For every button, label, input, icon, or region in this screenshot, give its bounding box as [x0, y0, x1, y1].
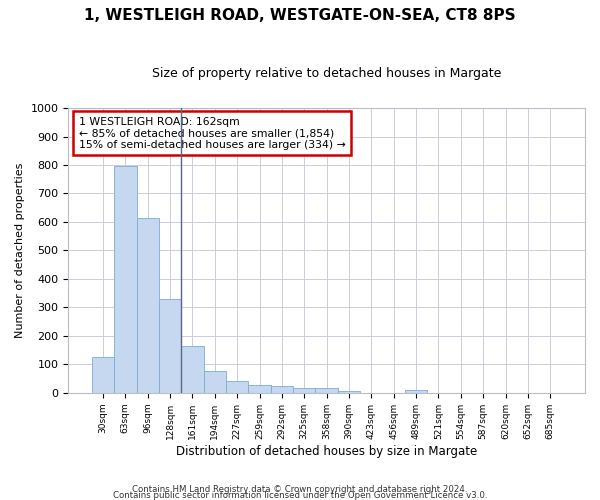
Title: Size of property relative to detached houses in Margate: Size of property relative to detached ho…: [152, 68, 502, 80]
Bar: [159, 299, 181, 393]
Bar: [248, 385, 271, 393]
Bar: [316, 388, 338, 393]
Bar: [181, 346, 203, 393]
Bar: [203, 370, 226, 393]
Bar: [137, 218, 159, 393]
Text: Contains public sector information licensed under the Open Government Licence v3: Contains public sector information licen…: [113, 490, 487, 500]
Text: 1 WESTLEIGH ROAD: 162sqm
← 85% of detached houses are smaller (1,854)
15% of sem: 1 WESTLEIGH ROAD: 162sqm ← 85% of detach…: [79, 116, 346, 150]
Text: Contains HM Land Registry data © Crown copyright and database right 2024.: Contains HM Land Registry data © Crown c…: [132, 485, 468, 494]
Bar: [293, 388, 316, 393]
Bar: [271, 386, 293, 393]
Text: 1, WESTLEIGH ROAD, WESTGATE-ON-SEA, CT8 8PS: 1, WESTLEIGH ROAD, WESTGATE-ON-SEA, CT8 …: [84, 8, 516, 22]
Bar: [114, 166, 137, 393]
Bar: [338, 390, 360, 393]
Bar: [226, 382, 248, 393]
X-axis label: Distribution of detached houses by size in Margate: Distribution of detached houses by size …: [176, 444, 477, 458]
Y-axis label: Number of detached properties: Number of detached properties: [15, 163, 25, 338]
Bar: [405, 390, 427, 393]
Bar: [92, 357, 114, 393]
